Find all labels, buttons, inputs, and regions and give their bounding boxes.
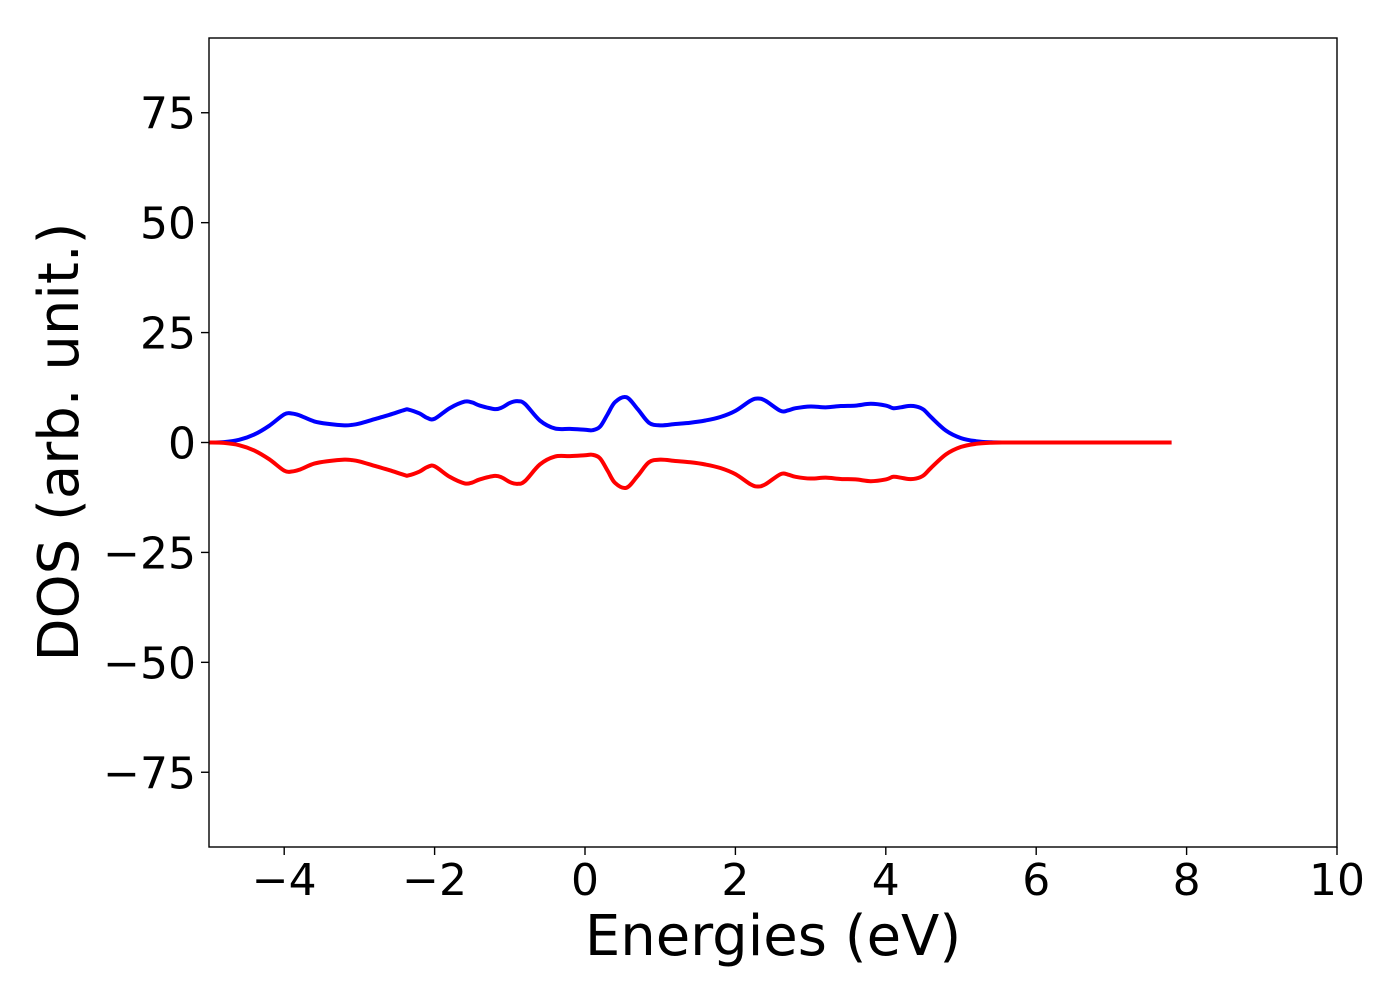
x-axis-ticks: −4 −2 0 2 4 6 8 10 — [252, 847, 1365, 906]
dos-spin-down-line — [208, 440, 1172, 491]
series-layer — [208, 394, 1172, 491]
y-tick-label: −75 — [103, 748, 196, 799]
x-tick-label: 0 — [571, 855, 599, 906]
y-tick-label: 0 — [168, 419, 196, 470]
y-axis-label: DOS (arb. unit.) — [27, 222, 92, 661]
x-tick-label: 6 — [1022, 855, 1050, 906]
dos-spin-up-line — [208, 394, 1172, 445]
x-tick-label: 10 — [1309, 855, 1365, 906]
y-tick-label: 75 — [140, 89, 196, 140]
y-axis-ticks: 75 50 25 0 −25 −50 −75 — [103, 89, 209, 799]
y-tick-label: 50 — [140, 199, 196, 250]
x-tick-label: 2 — [721, 855, 749, 906]
y-tick-label: −25 — [103, 528, 196, 579]
x-axis-label: Energies (eV) — [585, 904, 961, 969]
x-tick-label: −2 — [402, 855, 467, 906]
y-tick-label: −50 — [103, 638, 196, 689]
x-tick-label: 4 — [872, 855, 900, 906]
x-tick-label: 8 — [1173, 855, 1201, 906]
y-tick-label: 25 — [140, 309, 196, 360]
x-tick-label: −4 — [252, 855, 317, 906]
